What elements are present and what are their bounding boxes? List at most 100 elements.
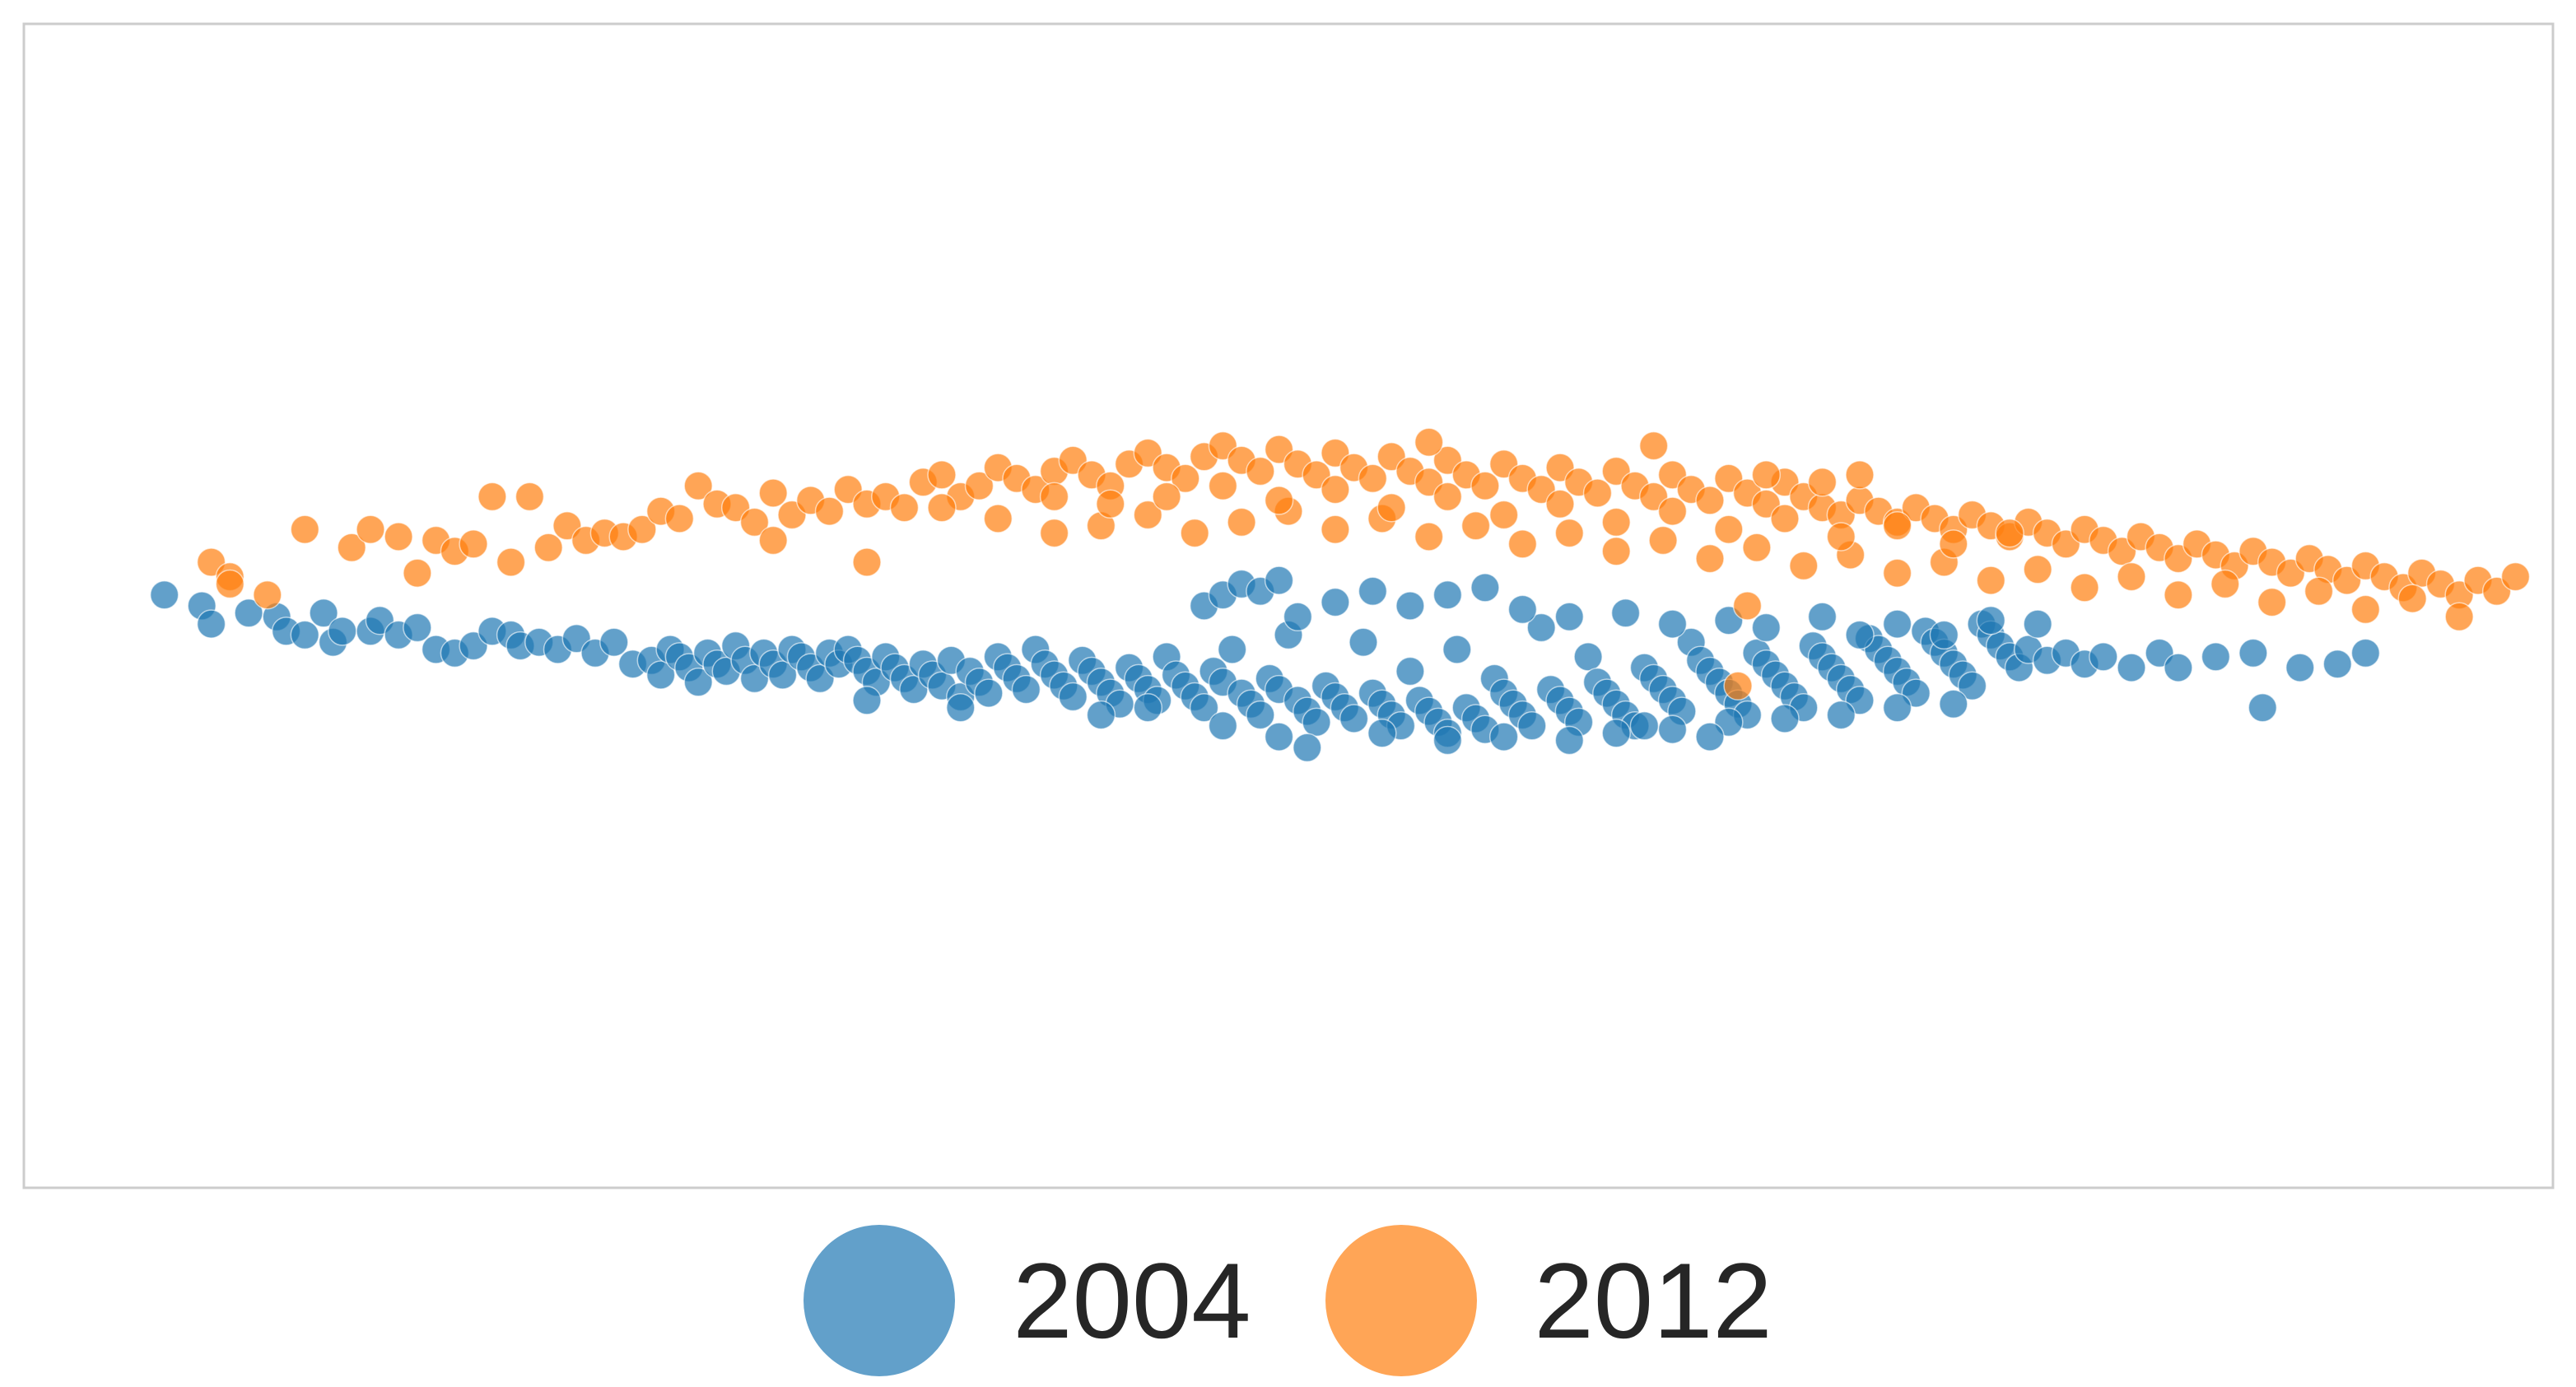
data-point-2004: [1929, 620, 1959, 650]
data-point-2012: [2397, 584, 2428, 613]
data-point-2012: [515, 482, 545, 512]
data-point-2012: [814, 496, 845, 526]
data-point-2004: [599, 627, 629, 657]
data-point-2012: [1882, 558, 1912, 588]
data-point-2012: [758, 525, 788, 556]
data-point-2012: [1171, 463, 1200, 494]
data-point-2004: [290, 620, 320, 650]
data-point-2004: [1882, 609, 1912, 639]
data-point-2004: [2089, 642, 2118, 672]
data-point-2004: [1395, 656, 1425, 687]
data-point-2012: [2257, 587, 2287, 617]
data-point-2012: [1751, 460, 1782, 490]
data-point-2012: [2070, 573, 2099, 603]
data-point-2012: [384, 522, 413, 552]
data-point-2012: [739, 507, 770, 538]
data-point-2012: [459, 529, 488, 559]
data-point-2012: [1826, 522, 1856, 552]
data-point-2012: [1460, 511, 1491, 541]
data-point-2012: [2164, 579, 2193, 610]
data-point-2004: [1554, 602, 1585, 632]
data-point-2012: [1845, 460, 1875, 490]
data-point-2004: [2322, 649, 2353, 679]
data-point-2012: [1432, 482, 1463, 512]
data-point-2012: [1807, 468, 1838, 497]
data-point-2012: [889, 492, 920, 523]
data-point-2012: [290, 514, 320, 544]
data-point-2012: [1321, 514, 1350, 544]
data-point-2004: [1442, 635, 1472, 664]
data-point-2004: [1554, 725, 1585, 756]
data-point-2004: [1488, 722, 1519, 752]
data-point-2012: [1976, 566, 2006, 595]
data-point-2012: [1545, 489, 1575, 519]
data-point-2012: [1488, 500, 1519, 530]
data-point-2012: [1358, 463, 1388, 494]
data-point-2004: [1349, 627, 1378, 657]
data-point-2012: [1770, 504, 1800, 533]
data-point-2012: [1264, 486, 1294, 515]
data-point-2004: [403, 612, 432, 643]
data-point-2012: [1789, 551, 1819, 581]
data-point-2012: [1377, 492, 1406, 523]
data-point-2012: [533, 533, 563, 563]
data-point-2004: [1610, 598, 1641, 628]
data-point-2004: [149, 579, 179, 610]
data-point-2004: [1751, 612, 1782, 643]
data-point-2004: [1293, 733, 1322, 763]
data-point-2012: [1133, 500, 1163, 530]
data-point-2004: [1939, 689, 1968, 719]
data-point-2004: [1217, 635, 1247, 664]
data-point-2012: [253, 579, 282, 610]
data-point-2012: [964, 471, 995, 500]
data-point-2004: [1807, 602, 1838, 632]
data-point-2012: [1039, 482, 1069, 512]
data-point-2004: [1339, 704, 1369, 733]
data-point-2004: [2117, 653, 2146, 682]
data-point-2004: [2350, 638, 2381, 668]
data-point-2004: [1367, 718, 1397, 748]
data-point-2012: [1180, 518, 1209, 548]
data-point-2012: [683, 471, 713, 500]
data-point-2012: [1208, 471, 1238, 500]
data-point-2004: [1432, 725, 1463, 756]
data-point-2012: [1246, 456, 1275, 486]
data-point-2004: [2201, 642, 2231, 672]
data-point-2012: [1321, 474, 1350, 505]
data-point-2012: [1695, 543, 1725, 574]
data-point-2004: [1395, 591, 1425, 621]
data-point-2004: [196, 609, 226, 639]
data-point-2004: [1526, 612, 1556, 643]
data-point-2012: [1638, 431, 1669, 461]
data-point-2004: [1208, 711, 1238, 741]
data-point-2012: [1039, 518, 1069, 548]
data-point-2004: [1573, 642, 1603, 672]
data-point-2012: [1732, 591, 1763, 621]
data-point-2004: [1432, 579, 1463, 610]
data-point-2012: [337, 533, 366, 563]
data-point-2004: [1976, 605, 2006, 635]
data-point-2004: [1086, 700, 1116, 730]
data-point-2012: [1714, 514, 1744, 544]
data-point-2012: [1742, 533, 1772, 563]
data-point-2012: [852, 547, 882, 577]
data-point-2004: [767, 660, 798, 690]
data-point-2004: [1629, 711, 1660, 741]
data-point-2004: [309, 598, 338, 628]
data-point-2004: [645, 660, 676, 690]
data-point-2012: [983, 504, 1013, 533]
data-point-2012: [1554, 518, 1585, 548]
data-point-2012: [1995, 518, 2024, 548]
legend-item-2012: 2012: [1325, 1225, 1772, 1376]
data-point-2004: [683, 668, 713, 697]
data-point-2012: [477, 482, 507, 512]
data-point-2012: [1152, 482, 1181, 512]
data-point-2012: [403, 558, 432, 588]
data-point-2004: [1695, 722, 1725, 752]
data-point-2012: [2303, 576, 2334, 607]
data-point-2004: [1657, 714, 1688, 744]
data-point-2004: [1011, 674, 1041, 705]
legend-marker: [804, 1225, 956, 1376]
data-point-2012: [1601, 536, 1631, 566]
